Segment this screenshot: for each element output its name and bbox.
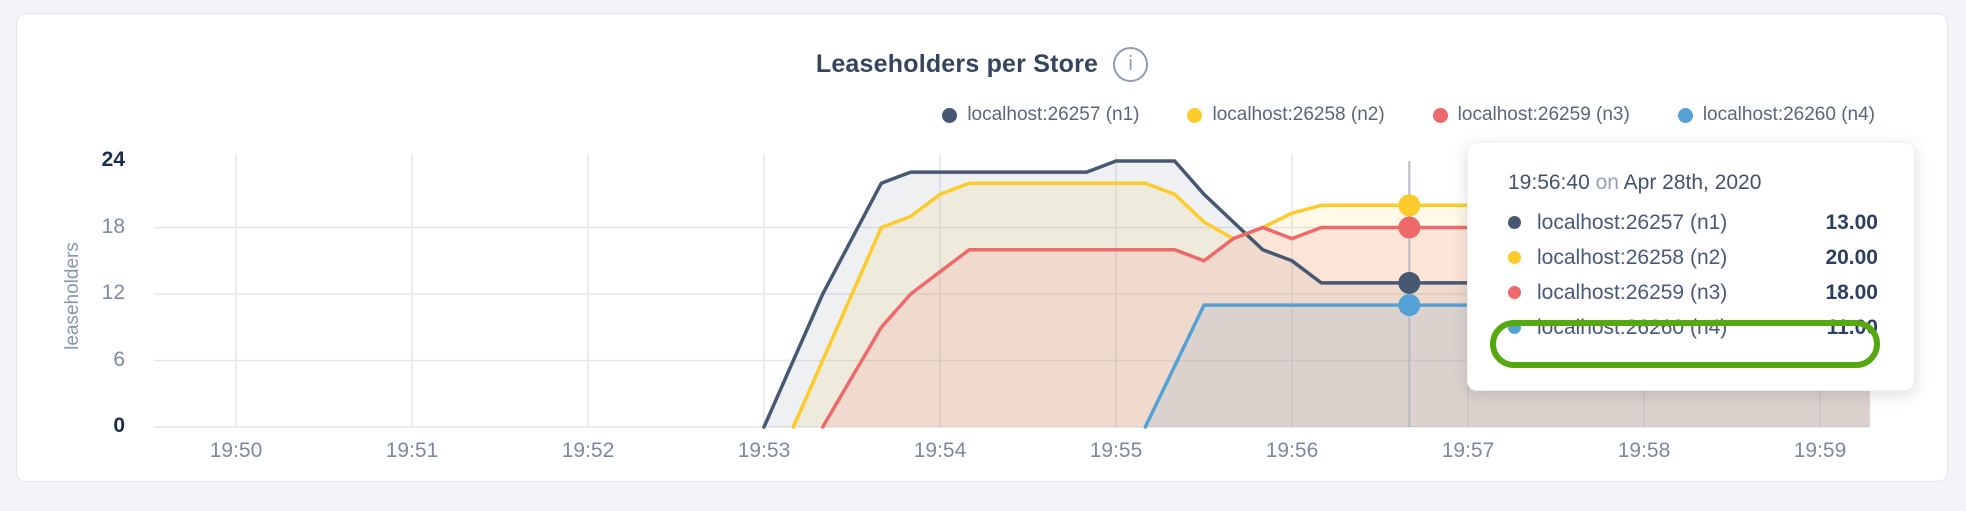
y-tick-label: 6 (113, 347, 125, 371)
tooltip-row-value: 11.00 (1826, 315, 1878, 339)
tooltip-row-dot (1508, 321, 1521, 334)
hover-point (1398, 216, 1421, 239)
x-tick-label: 19:55 (1089, 439, 1143, 462)
x-tick-label: 19:50 (209, 439, 263, 462)
hover-point (1398, 271, 1421, 294)
hover-point (1398, 194, 1421, 217)
tooltip-row: localhost:26259 (n3) 18.00 (1508, 275, 1878, 310)
y-tick-label: 12 (101, 281, 125, 304)
x-tick-label: 19:57 (1441, 439, 1495, 462)
legend-item[interactable]: localhost:26260 (n4) (1677, 104, 1875, 126)
tooltip-row-dot (1508, 216, 1521, 229)
info-icon-glyph: i (1128, 53, 1133, 75)
legend-item[interactable]: localhost:26259 (n3) (1432, 104, 1630, 126)
tooltip-row-dot (1508, 286, 1521, 299)
legend-item-label: localhost:26258 (n2) (1212, 104, 1385, 125)
tooltip-row: localhost:26260 (n4) 11.00 (1508, 310, 1878, 345)
info-icon[interactable]: i (1113, 47, 1149, 82)
legend-dot (1432, 107, 1448, 123)
tooltip-row: localhost:26257 (n1) 13.00 (1508, 205, 1878, 240)
legend-item[interactable]: localhost:26258 (n2) (1187, 104, 1385, 126)
chart-header: Leaseholders per Store i (17, 47, 1947, 82)
tooltip-row-value: 18.00 (1825, 280, 1878, 304)
x-tick-label: 19:53 (737, 439, 791, 462)
tooltip-row-label: localhost:26258 (n2) (1537, 245, 1728, 269)
tooltip-row-value: 20.00 (1825, 245, 1878, 269)
x-tick-label: 19:56 (1265, 439, 1319, 462)
tooltip-row: localhost:26258 (n2) 20.00 (1508, 240, 1878, 275)
x-tick-label: 19:52 (561, 439, 615, 462)
x-tick-label: 19:59 (1793, 439, 1847, 462)
page: Leaseholders per Store i localhost:26257… (16, 13, 1948, 482)
legend-dot (1187, 107, 1203, 123)
tooltip-row-value: 13.00 (1825, 210, 1878, 234)
legend-item[interactable]: localhost:26257 (n1) (942, 104, 1139, 126)
tooltip-row-label: localhost:26257 (n1) (1537, 210, 1728, 234)
chart-card: Leaseholders per Store i localhost:26257… (16, 13, 1948, 482)
legend-item-label: localhost:26257 (n1) (967, 104, 1140, 125)
tooltip-row-dot (1508, 251, 1521, 264)
tooltip-conjunction: on (1595, 171, 1619, 194)
tooltip-header: 19:56:40 on Apr 28th, 2020 (1508, 171, 1878, 195)
legend-dot (942, 107, 958, 123)
y-tick-label: 0 (113, 414, 125, 437)
tooltip-rows: localhost:26257 (n1) 13.00 localhost:26258… (1508, 205, 1878, 345)
y-tick-label: 18 (101, 214, 125, 238)
x-tick-label: 19:54 (913, 439, 967, 462)
tooltip-row-label: localhost:26260 (n4) (1537, 315, 1728, 339)
x-tick-label: 19:51 (385, 439, 439, 462)
y-tick-label: 24 (101, 148, 125, 171)
tooltip-date: Apr 28th, 2020 (1623, 171, 1762, 194)
legend-item-label: localhost:26259 (n3) (1457, 104, 1630, 125)
legend-item-label: localhost:26260 (n4) (1702, 104, 1875, 125)
hover-tooltip: 19:56:40 on Apr 28th, 2020 localhost:262… (1467, 142, 1915, 391)
x-tick-label: 19:58 (1617, 439, 1671, 462)
hover-point (1398, 294, 1421, 317)
tooltip-time: 19:56:40 (1508, 171, 1590, 194)
chart-title: Leaseholders per Store (815, 50, 1099, 78)
legend: localhost:26257 (n1) localhost:26258 (n2)… (942, 104, 1875, 126)
legend-dot (1677, 107, 1693, 123)
tooltip-row-label: localhost:26259 (n3) (1537, 280, 1728, 304)
